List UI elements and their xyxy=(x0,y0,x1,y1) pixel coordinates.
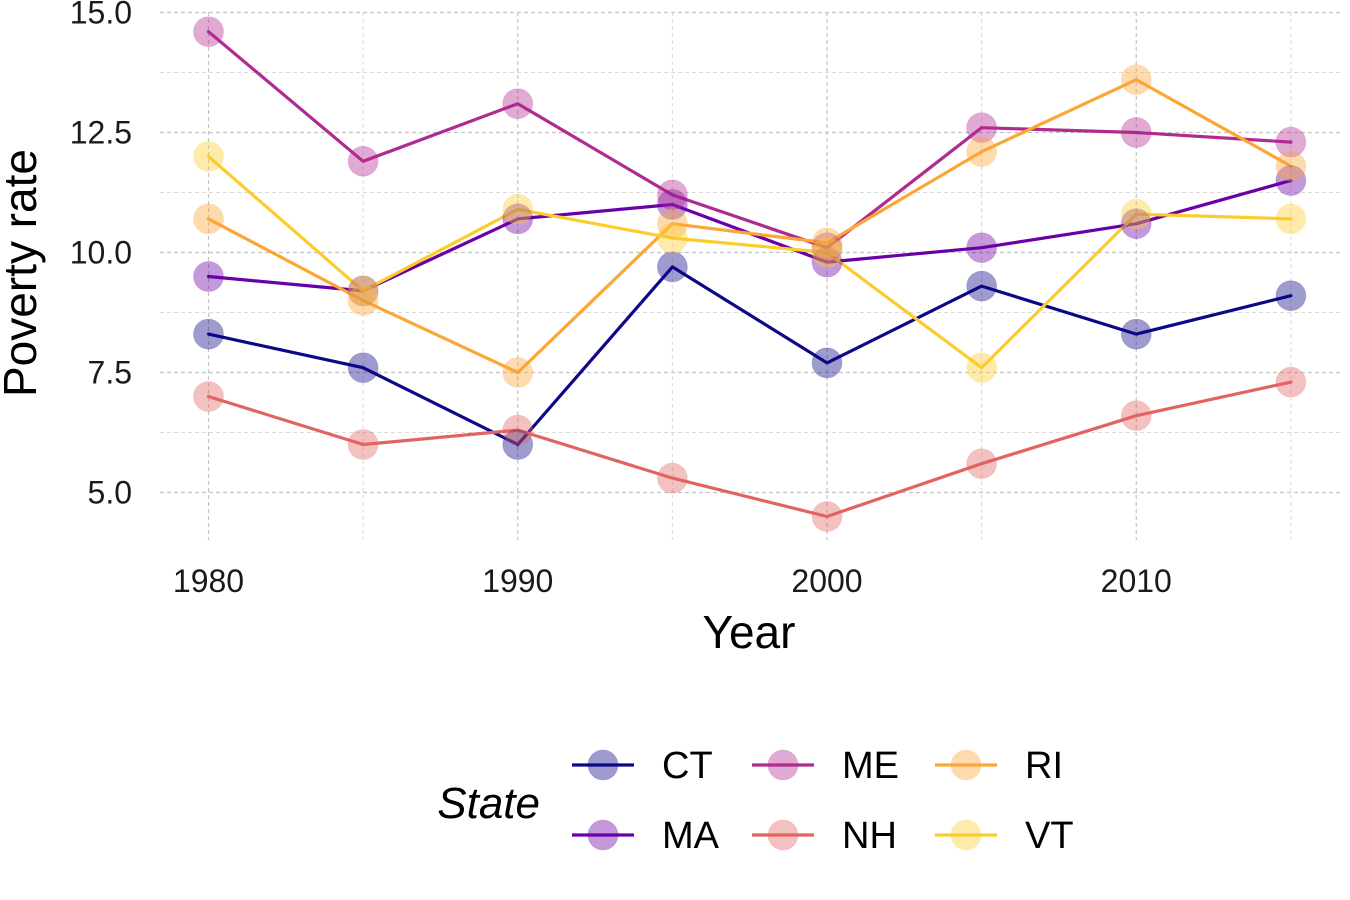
data-point-ct xyxy=(347,352,379,384)
x-tick-label: 1990 xyxy=(482,563,553,599)
data-point-nh xyxy=(966,448,998,480)
data-point-nh xyxy=(502,414,534,446)
data-point-ri xyxy=(1120,64,1152,96)
series-line-me xyxy=(206,30,1293,250)
series-line-nh xyxy=(206,380,1293,519)
data-point-nh xyxy=(347,429,379,460)
data-point-ri xyxy=(347,285,379,316)
data-point-nh xyxy=(811,501,843,532)
data-point-vt xyxy=(502,193,534,225)
data-point-me xyxy=(347,145,379,177)
data-point-nh xyxy=(1275,366,1307,398)
data-point-ma xyxy=(966,232,998,264)
legend-key-point-vt xyxy=(950,819,982,851)
legend-label-vt: VT xyxy=(1025,815,1074,857)
data-point-ri xyxy=(966,136,998,168)
data-point-ri xyxy=(811,227,843,259)
data-point-ri xyxy=(193,203,224,235)
data-point-vt xyxy=(1275,203,1307,235)
data-point-nh xyxy=(193,381,224,412)
data-point-vt xyxy=(656,222,688,254)
grid xyxy=(160,11,1340,540)
data-point-ct xyxy=(193,318,224,350)
data-point-ct xyxy=(502,429,534,460)
data-point-ri xyxy=(502,357,534,388)
legend-label-nh: NH xyxy=(842,815,897,857)
data-point-nh xyxy=(1120,400,1152,432)
y-tick-label: 12.5 xyxy=(70,115,132,151)
data-point-ma xyxy=(1120,208,1152,240)
series-points xyxy=(193,16,1307,532)
y-axis-title: Poverty rate xyxy=(0,149,46,397)
data-point-ma xyxy=(502,203,534,235)
data-point-vt xyxy=(193,141,224,172)
y-tick-label: 10.0 xyxy=(70,235,132,271)
legend-key-point-ri xyxy=(950,749,982,781)
legend-title: State xyxy=(437,779,540,828)
data-point-me xyxy=(1120,117,1152,148)
data-point-ct xyxy=(1275,280,1307,312)
data-point-ma xyxy=(193,261,224,292)
data-point-vt xyxy=(966,352,998,384)
data-point-vt xyxy=(1120,198,1152,230)
y-tick-label: 5.0 xyxy=(88,475,132,511)
series-lines xyxy=(206,30,1293,519)
data-point-ct xyxy=(656,251,688,283)
data-point-me xyxy=(811,232,843,264)
data-point-ct xyxy=(811,347,843,379)
data-point-nh xyxy=(656,462,688,494)
data-point-ma xyxy=(347,275,379,307)
y-tick-label: 7.5 xyxy=(88,355,132,391)
x-tick-label: 1980 xyxy=(173,563,244,599)
data-point-me xyxy=(502,88,534,120)
legend-key-point-ma xyxy=(587,819,619,851)
data-point-ma xyxy=(1275,165,1307,196)
series-line-ri xyxy=(206,78,1293,375)
legend-key-point-me xyxy=(767,749,799,781)
data-point-ct xyxy=(1120,318,1152,350)
x-tick-label: 2010 xyxy=(1101,563,1172,599)
data-point-ri xyxy=(656,208,688,240)
legend-label-ma: MA xyxy=(662,815,720,857)
data-point-ma xyxy=(811,246,843,278)
x-tick-label: 2000 xyxy=(791,563,862,599)
data-point-me xyxy=(1275,126,1307,158)
legend-label-me: ME xyxy=(842,745,899,787)
data-point-vt xyxy=(811,237,843,268)
data-point-me xyxy=(656,179,688,211)
legend: State CT MA ME NH RI VT xyxy=(437,745,1073,857)
data-point-me xyxy=(193,16,224,48)
legend-key-point-ct xyxy=(587,749,619,781)
x-axis-title: Year xyxy=(703,606,796,658)
data-point-me xyxy=(966,112,998,144)
legend-key-point-nh xyxy=(767,819,799,851)
series-line-ct xyxy=(206,265,1293,447)
data-point-ct xyxy=(966,270,998,302)
series-line-vt xyxy=(206,154,1293,370)
data-point-vt xyxy=(347,275,379,307)
legend-label-ct: CT xyxy=(662,745,713,787)
data-point-ri xyxy=(1275,150,1307,182)
legend-label-ri: RI xyxy=(1025,745,1063,787)
data-point-ma xyxy=(656,189,688,220)
y-tick-label: 15.0 xyxy=(70,0,132,31)
axes: 1980 1990 2000 2010 5.0 7.5 10.0 12.5 15.0 xyxy=(70,0,1172,599)
